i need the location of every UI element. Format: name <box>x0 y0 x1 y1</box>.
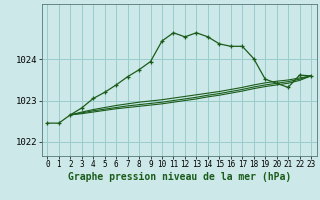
X-axis label: Graphe pression niveau de la mer (hPa): Graphe pression niveau de la mer (hPa) <box>68 172 291 182</box>
